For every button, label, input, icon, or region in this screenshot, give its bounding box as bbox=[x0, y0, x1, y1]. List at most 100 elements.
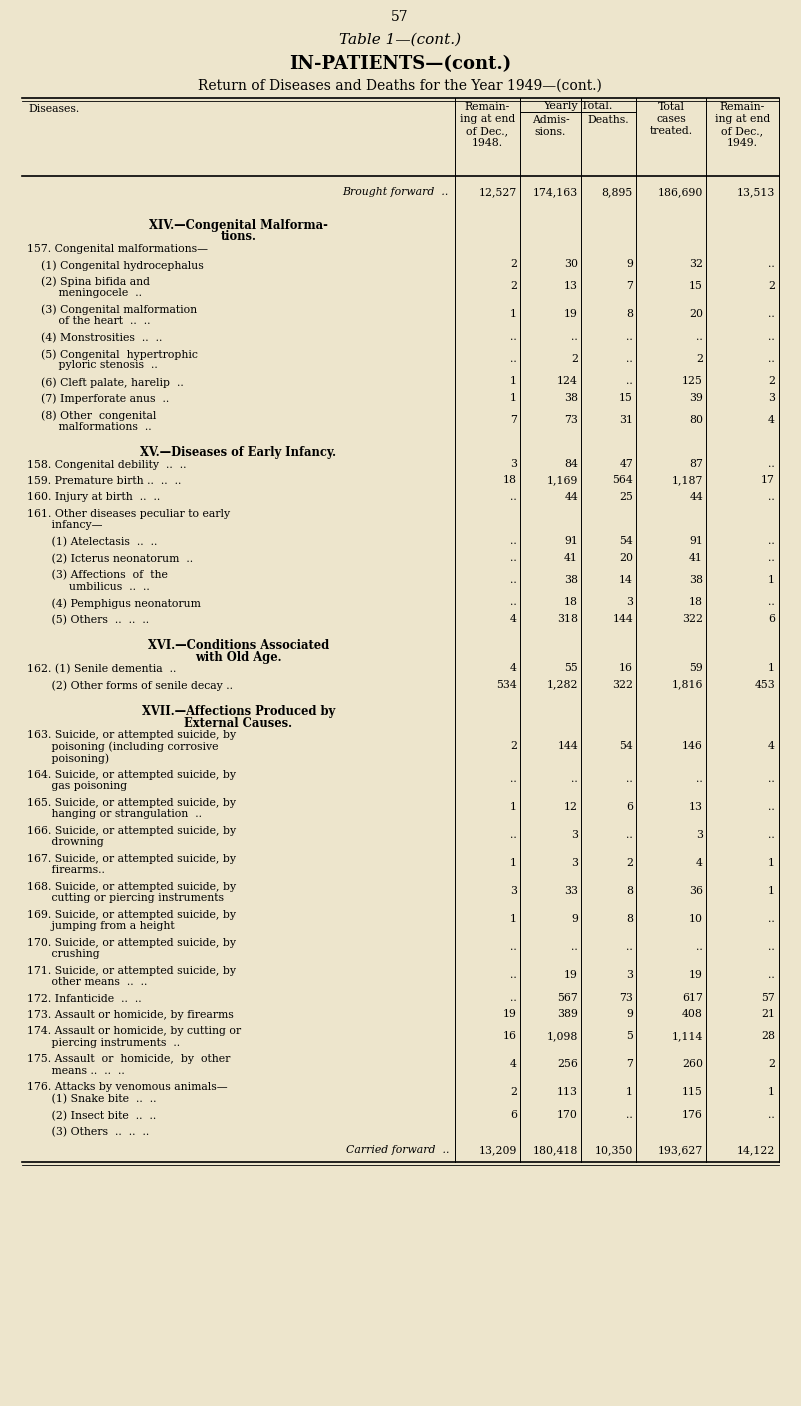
Text: (2) Spina bifida and: (2) Spina bifida and bbox=[27, 277, 150, 287]
Text: ..: .. bbox=[510, 775, 517, 785]
Text: 175. Assault  or  homicide,  by  other: 175. Assault or homicide, by other bbox=[27, 1054, 231, 1064]
Text: ..: .. bbox=[510, 598, 517, 607]
Text: 534: 534 bbox=[497, 679, 517, 689]
Text: 73: 73 bbox=[564, 415, 578, 425]
Text: 168. Suicide, or attempted suicide, by: 168. Suicide, or attempted suicide, by bbox=[27, 882, 236, 891]
Text: (2) Other forms of senile decay ..: (2) Other forms of senile decay .. bbox=[27, 681, 233, 692]
Text: (1) Snake bite  ..  ..: (1) Snake bite .. .. bbox=[27, 1094, 156, 1104]
Text: Brought forward  ..: Brought forward .. bbox=[343, 187, 449, 197]
Text: with Old Age.: with Old Age. bbox=[195, 651, 282, 664]
Text: 25: 25 bbox=[619, 492, 633, 502]
Text: 55: 55 bbox=[564, 664, 578, 673]
Text: 256: 256 bbox=[557, 1059, 578, 1070]
Text: 16: 16 bbox=[619, 664, 633, 673]
Text: jumping from a height: jumping from a height bbox=[27, 921, 175, 931]
Text: 2: 2 bbox=[571, 354, 578, 364]
Text: firearms..: firearms.. bbox=[27, 865, 105, 875]
Text: XVI.—Conditions Associated: XVI.—Conditions Associated bbox=[148, 640, 329, 652]
Text: 322: 322 bbox=[682, 613, 703, 623]
Text: 38: 38 bbox=[564, 392, 578, 402]
Text: 4: 4 bbox=[768, 741, 775, 751]
Text: 260: 260 bbox=[682, 1059, 703, 1070]
Text: 171. Suicide, or attempted suicide, by: 171. Suicide, or attempted suicide, by bbox=[27, 966, 236, 976]
Text: 3: 3 bbox=[626, 970, 633, 980]
Text: 15: 15 bbox=[689, 281, 703, 291]
Text: ..: .. bbox=[510, 354, 517, 364]
Text: 41: 41 bbox=[689, 553, 703, 562]
Text: 7: 7 bbox=[626, 281, 633, 291]
Text: 3: 3 bbox=[571, 831, 578, 841]
Text: ..: .. bbox=[768, 492, 775, 502]
Text: 1,187: 1,187 bbox=[671, 475, 703, 485]
Text: 165. Suicide, or attempted suicide, by: 165. Suicide, or attempted suicide, by bbox=[27, 797, 236, 807]
Text: (8) Other  congenital: (8) Other congenital bbox=[27, 411, 156, 420]
Text: Total
cases
treated.: Total cases treated. bbox=[650, 103, 693, 136]
Text: (5) Congenital  hypertrophic: (5) Congenital hypertrophic bbox=[27, 349, 198, 360]
Text: 12,527: 12,527 bbox=[479, 187, 517, 197]
Text: XV.—Diseases of Early Infancy.: XV.—Diseases of Early Infancy. bbox=[140, 446, 336, 460]
Text: 2: 2 bbox=[768, 1059, 775, 1070]
Text: ..: .. bbox=[768, 942, 775, 952]
Text: 54: 54 bbox=[619, 536, 633, 546]
Text: ..: .. bbox=[768, 259, 775, 269]
Text: 1: 1 bbox=[510, 858, 517, 869]
Text: ..: .. bbox=[696, 775, 703, 785]
Text: 2: 2 bbox=[696, 354, 703, 364]
Text: 4: 4 bbox=[696, 858, 703, 869]
Text: ..: .. bbox=[510, 942, 517, 952]
Text: ..: .. bbox=[626, 332, 633, 342]
Text: 174,163: 174,163 bbox=[533, 187, 578, 197]
Text: ..: .. bbox=[626, 831, 633, 841]
Text: cutting or piercing instruments: cutting or piercing instruments bbox=[27, 893, 224, 903]
Text: 87: 87 bbox=[689, 458, 703, 468]
Text: 1: 1 bbox=[768, 664, 775, 673]
Text: 20: 20 bbox=[619, 553, 633, 562]
Text: umbilicus  ..  ..: umbilicus .. .. bbox=[27, 582, 150, 592]
Text: 91: 91 bbox=[689, 536, 703, 546]
Text: ..: .. bbox=[768, 914, 775, 924]
Text: 115: 115 bbox=[682, 1087, 703, 1097]
Text: malformations  ..: malformations .. bbox=[27, 422, 151, 432]
Text: 19: 19 bbox=[503, 1010, 517, 1019]
Text: 8: 8 bbox=[626, 886, 633, 896]
Text: (3) Congenital malformation: (3) Congenital malformation bbox=[27, 305, 197, 315]
Text: ..: .. bbox=[768, 536, 775, 546]
Text: 1,282: 1,282 bbox=[546, 679, 578, 689]
Text: ..: .. bbox=[510, 993, 517, 1002]
Text: 170: 170 bbox=[557, 1109, 578, 1119]
Text: XVII.—Affections Produced by: XVII.—Affections Produced by bbox=[142, 706, 335, 718]
Text: ..: .. bbox=[510, 536, 517, 546]
Text: 10,350: 10,350 bbox=[594, 1144, 633, 1154]
Text: hanging or strangulation  ..: hanging or strangulation .. bbox=[27, 808, 202, 820]
Text: 172. Infanticide  ..  ..: 172. Infanticide .. .. bbox=[27, 994, 142, 1004]
Text: ..: .. bbox=[571, 332, 578, 342]
Text: 6: 6 bbox=[626, 803, 633, 813]
Text: other means  ..  ..: other means .. .. bbox=[27, 977, 147, 987]
Text: 408: 408 bbox=[682, 1010, 703, 1019]
Text: 3: 3 bbox=[571, 858, 578, 869]
Text: ..: .. bbox=[510, 332, 517, 342]
Text: 18: 18 bbox=[503, 475, 517, 485]
Text: 1,816: 1,816 bbox=[671, 679, 703, 689]
Text: 193,627: 193,627 bbox=[658, 1144, 703, 1154]
Text: 20: 20 bbox=[689, 309, 703, 319]
Text: Return of Diseases and Deaths for the Year 1949—(cont.): Return of Diseases and Deaths for the Ye… bbox=[198, 79, 602, 93]
Text: 617: 617 bbox=[682, 993, 703, 1002]
Text: 4: 4 bbox=[510, 613, 517, 623]
Text: IN-PATIENTS—(cont.): IN-PATIENTS—(cont.) bbox=[289, 55, 511, 73]
Text: 174. Assault or homicide, by cutting or: 174. Assault or homicide, by cutting or bbox=[27, 1026, 241, 1036]
Text: 161. Other diseases peculiar to early: 161. Other diseases peculiar to early bbox=[27, 509, 230, 519]
Text: 163. Suicide, or attempted suicide, by: 163. Suicide, or attempted suicide, by bbox=[27, 730, 236, 740]
Text: 144: 144 bbox=[557, 741, 578, 751]
Text: 14: 14 bbox=[619, 575, 633, 585]
Text: 3: 3 bbox=[510, 886, 517, 896]
Text: 1: 1 bbox=[768, 886, 775, 896]
Text: 4: 4 bbox=[510, 664, 517, 673]
Text: 1: 1 bbox=[510, 914, 517, 924]
Text: 41: 41 bbox=[564, 553, 578, 562]
Text: 16: 16 bbox=[503, 1031, 517, 1042]
Text: 169. Suicide, or attempted suicide, by: 169. Suicide, or attempted suicide, by bbox=[27, 910, 236, 920]
Text: 73: 73 bbox=[619, 993, 633, 1002]
Text: poisoning (including corrosive: poisoning (including corrosive bbox=[27, 741, 219, 752]
Text: 18: 18 bbox=[689, 598, 703, 607]
